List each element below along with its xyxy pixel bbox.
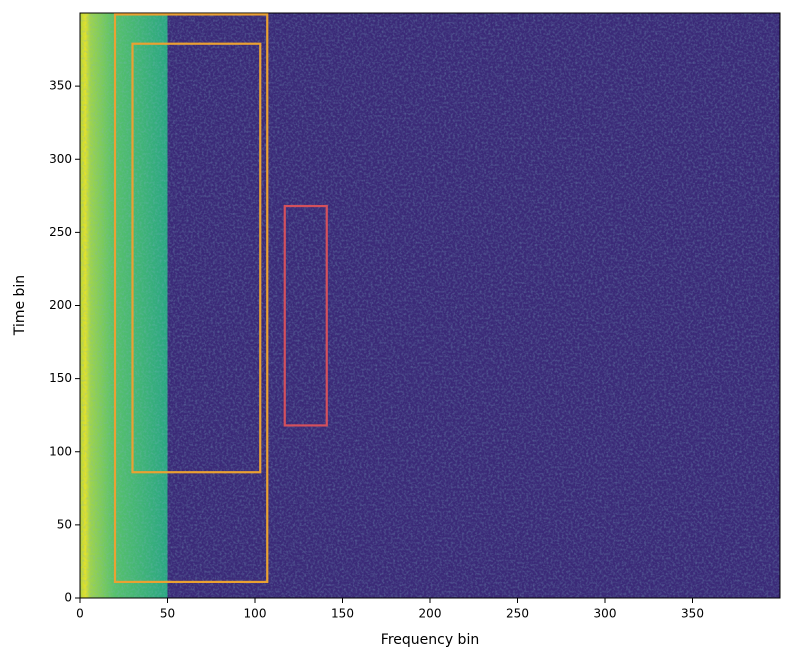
y-axis-label: Time bin [12, 275, 28, 336]
y-tick-label: 0 [64, 591, 72, 605]
detection-box [131, 42, 262, 474]
chart-layer: 0 50 100 150 200 250 300 350 0 50 100 150 200 250 300 3… [49, 13, 704, 621]
y-tick-label: 200 [49, 298, 72, 312]
y-tick-label: 350 [49, 79, 72, 93]
y-tick-label: 250 [49, 225, 72, 239]
detection-box [283, 204, 328, 427]
x-tick-label: 250 [506, 607, 529, 621]
detection-box [113, 13, 269, 584]
y-tick-label: 300 [49, 152, 72, 166]
x-axis-label: Frequency bin [381, 632, 479, 648]
x-tick-label: 300 [594, 607, 617, 621]
x-tick-label: 350 [681, 607, 704, 621]
x-tick-label: 200 [419, 607, 442, 621]
y-tick-label: 150 [49, 371, 72, 385]
y-tick-label: 100 [49, 444, 72, 458]
x-tick-label: 150 [331, 607, 354, 621]
x-tick-label: 100 [244, 607, 267, 621]
spectrogram-image [80, 13, 780, 598]
y-tick-label: 50 [57, 517, 72, 531]
x-tick-label: 0 [76, 607, 84, 621]
x-tick-label: 50 [160, 607, 175, 621]
